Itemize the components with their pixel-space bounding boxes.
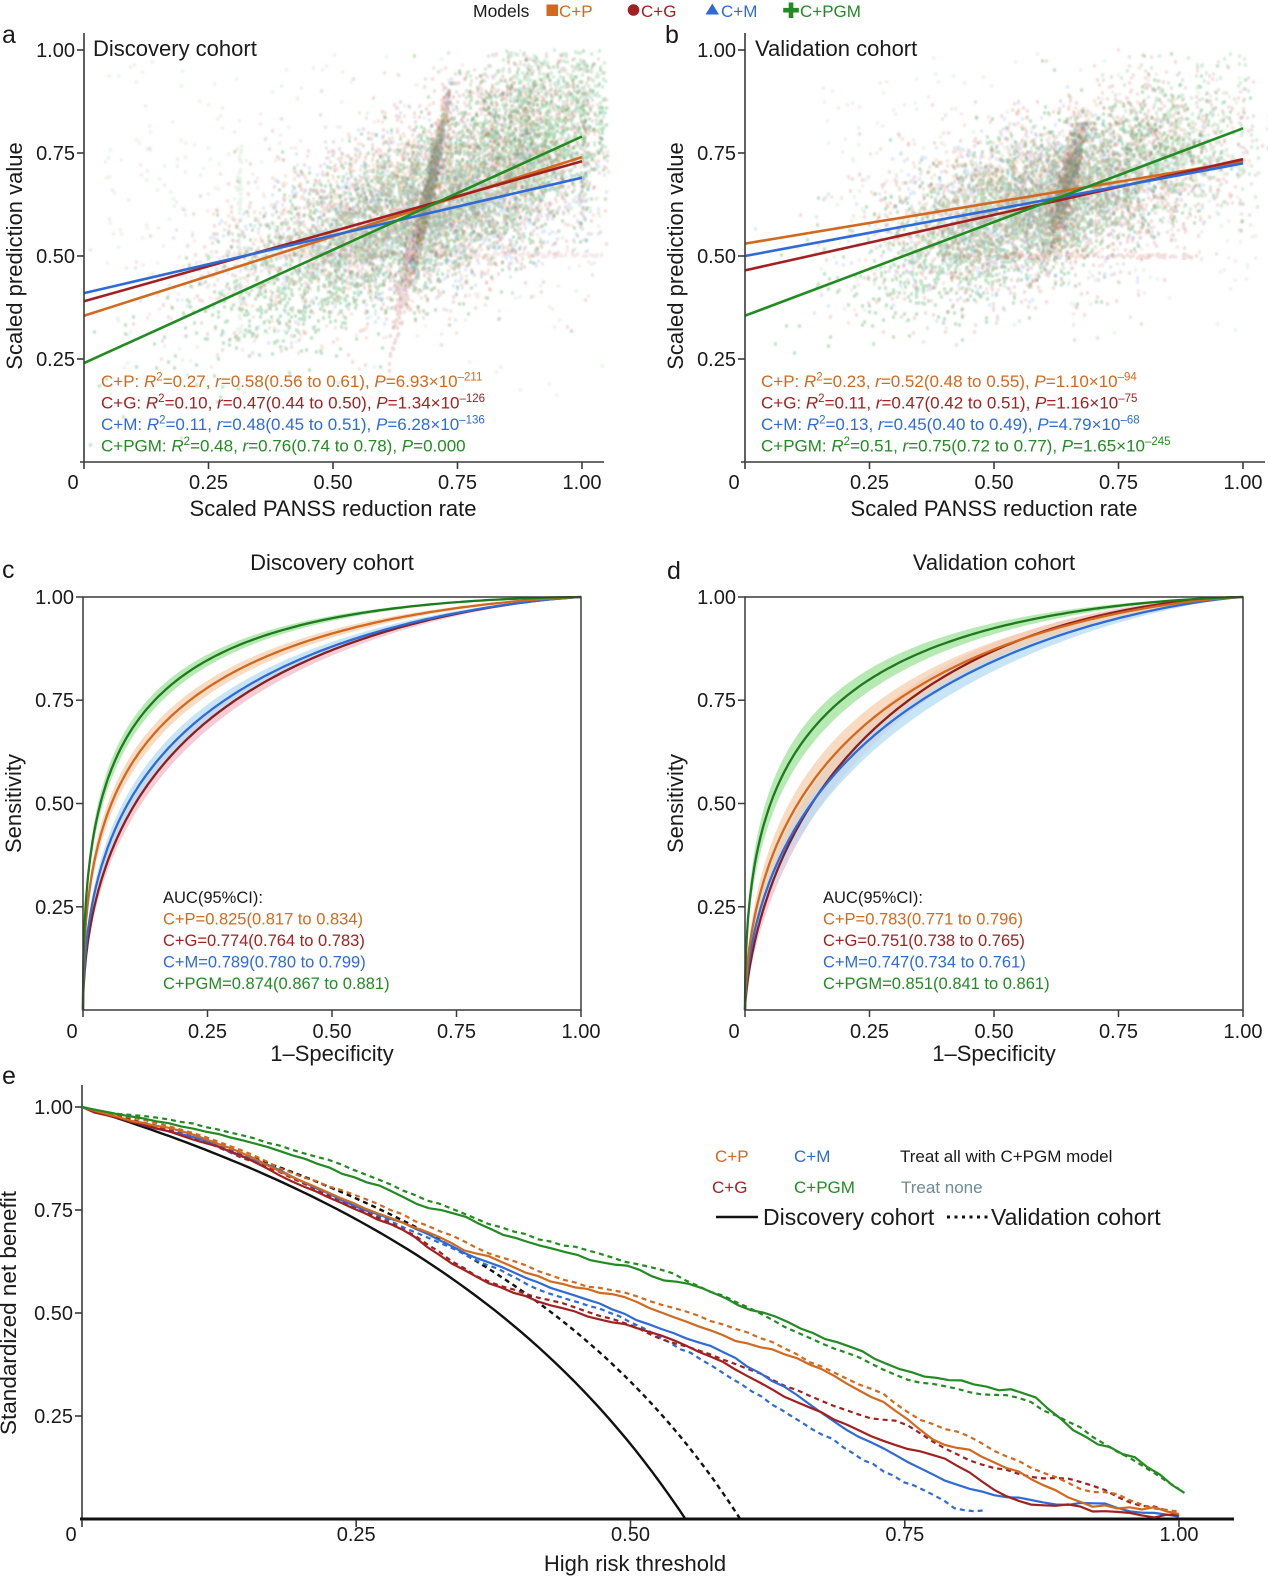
svg-text:C+G: C+G [641, 2, 676, 21]
svg-text:Sensitivity: Sensitivity [1, 754, 26, 853]
svg-text:C+G: R2=0.10, r=0.47(0.44 to 0: C+G: R2=0.10, r=0.47(0.44 to 0.50), P=1.… [101, 393, 485, 413]
svg-text:C+M: R2=0.11, r=0.48(0.45 to 0: C+M: R2=0.11, r=0.48(0.45 to 0.51), P=6.… [101, 415, 485, 435]
svg-text:a: a [2, 21, 16, 49]
svg-text:1.00: 1.00 [697, 587, 736, 609]
svg-text:C+M: C+M [721, 2, 757, 21]
svg-text:0.75: 0.75 [697, 143, 736, 165]
svg-text:0.25: 0.25 [850, 1021, 889, 1043]
svg-text:0.50: 0.50 [611, 1524, 650, 1546]
svg-text:Sensitivity: Sensitivity [663, 754, 688, 853]
svg-text:C+M: R2=0.13, r=0.45(0.40 to 0: C+M: R2=0.13, r=0.45(0.40 to 0.49), P=4.… [761, 415, 1140, 435]
svg-text:0.50: 0.50 [975, 1021, 1014, 1043]
svg-text:1.00: 1.00 [36, 40, 75, 62]
svg-text:C+PGM: R2=0.48, r=0.76(0.74 to: C+PGM: R2=0.48, r=0.76(0.74 to 0.78), P=… [101, 436, 466, 456]
svg-text:0.50: 0.50 [34, 1303, 73, 1325]
svg-text:Validation cohort: Validation cohort [991, 1204, 1161, 1230]
svg-text:d: d [667, 557, 681, 585]
svg-text:Discovery cohort: Discovery cohort [250, 550, 414, 575]
svg-text:0.50: 0.50 [314, 472, 353, 494]
svg-text:0.50: 0.50 [35, 794, 74, 816]
svg-text:0.25: 0.25 [697, 349, 736, 371]
svg-text:C+PGM: C+PGM [800, 2, 861, 21]
svg-text:0.50: 0.50 [697, 794, 736, 816]
svg-text:C+PGM: C+PGM [794, 1178, 855, 1197]
svg-text:1–Specificity: 1–Specificity [932, 1041, 1056, 1066]
svg-text:0.75: 0.75 [438, 472, 477, 494]
svg-text:0.25: 0.25 [35, 897, 74, 919]
svg-text:Scaled PANSS reduction rate: Scaled PANSS reduction rate [190, 496, 477, 521]
svg-text:Treat none: Treat none [901, 1178, 983, 1197]
svg-text:Treat all with C+PGM model: Treat all with C+PGM model [900, 1147, 1112, 1166]
svg-text:C+P: C+P [559, 2, 593, 21]
svg-text:0.50: 0.50 [36, 246, 75, 268]
svg-text:0: 0 [66, 1021, 77, 1043]
svg-text:0.75: 0.75 [437, 1021, 476, 1043]
svg-text:Validation cohort: Validation cohort [755, 36, 917, 61]
svg-text:High risk threshold: High risk threshold [544, 1551, 726, 1576]
svg-text:1.00: 1.00 [1160, 1524, 1199, 1546]
svg-text:1.00: 1.00 [35, 587, 74, 609]
svg-text:1.00: 1.00 [1224, 472, 1263, 494]
svg-text:e: e [2, 1062, 16, 1090]
svg-text:0: 0 [728, 472, 739, 494]
svg-text:0.25: 0.25 [850, 472, 889, 494]
svg-text:1.00: 1.00 [697, 40, 736, 62]
svg-text:Discovery cohort: Discovery cohort [93, 36, 257, 61]
svg-text:0.75: 0.75 [697, 690, 736, 712]
svg-text:0.25: 0.25 [188, 1021, 227, 1043]
svg-text:C+PGM: R2=0.51, r=0.75(0.72 to: C+PGM: R2=0.51, r=0.75(0.72 to 0.77), P=… [761, 436, 1171, 456]
svg-text:0.25: 0.25 [189, 472, 228, 494]
svg-text:0.75: 0.75 [34, 1200, 73, 1222]
svg-text:Models: Models [473, 1, 530, 21]
svg-text:AUC(95%CI):: AUC(95%CI): [823, 889, 923, 907]
svg-text:C+PGM=0.874(0.867 to 0.881): C+PGM=0.874(0.867 to 0.881) [163, 975, 390, 993]
svg-text:Standardized net benefit: Standardized net benefit [0, 1190, 21, 1435]
svg-text:0: 0 [728, 1021, 739, 1043]
svg-text:Validation cohort: Validation cohort [913, 550, 1075, 575]
svg-text:0.50: 0.50 [975, 472, 1014, 494]
svg-text:0.25: 0.25 [34, 1406, 73, 1428]
svg-text:1.00: 1.00 [562, 1021, 601, 1043]
svg-text:0.25: 0.25 [337, 1524, 376, 1546]
svg-text:C+P: R2=0.23, r=0.52(0.48 to 0: C+P: R2=0.23, r=0.52(0.48 to 0.55), P=1.… [761, 372, 1137, 392]
svg-text:C+M=0.789(0.780 to 0.799): C+M=0.789(0.780 to 0.799) [163, 954, 366, 972]
svg-text:0.50: 0.50 [313, 1021, 352, 1043]
svg-text:C+G=0.751(0.738 to 0.765): C+G=0.751(0.738 to 0.765) [823, 932, 1025, 950]
svg-text:0: 0 [67, 472, 78, 494]
svg-text:C+P: R2=0.27, r=0.58(0.56 to 0: C+P: R2=0.27, r=0.58(0.56 to 0.61), P=6.… [101, 372, 482, 392]
svg-text:1.00: 1.00 [563, 472, 602, 494]
svg-text:C+G: C+G [712, 1178, 747, 1197]
svg-text:Scaled prediction value: Scaled prediction value [663, 142, 688, 369]
svg-text:0.25: 0.25 [36, 349, 75, 371]
svg-text:0.75: 0.75 [1099, 1021, 1138, 1043]
svg-text:0.75: 0.75 [1099, 472, 1138, 494]
svg-text:C+M: C+M [794, 1147, 830, 1166]
svg-text:C+P=0.783(0.771 to 0.796): C+P=0.783(0.771 to 0.796) [823, 911, 1023, 929]
svg-text:0.25: 0.25 [697, 897, 736, 919]
svg-text:Discovery cohort: Discovery cohort [763, 1204, 935, 1230]
svg-text:AUC(95%CI):: AUC(95%CI): [163, 889, 263, 907]
svg-text:b: b [665, 21, 679, 49]
svg-text:0.75: 0.75 [36, 143, 75, 165]
svg-text:0.75: 0.75 [35, 690, 74, 712]
svg-text:C+P: C+P [715, 1147, 749, 1166]
svg-text:C+G=0.774(0.764 to 0.783): C+G=0.774(0.764 to 0.783) [163, 932, 365, 950]
svg-text:C+G: R2=0.11, r=0.47(0.42 to 0: C+G: R2=0.11, r=0.47(0.42 to 0.51), P=1.… [761, 393, 1137, 413]
svg-text:C+M=0.747(0.734 to 0.761): C+M=0.747(0.734 to 0.761) [823, 954, 1026, 972]
svg-text:Scaled PANSS reduction rate: Scaled PANSS reduction rate [851, 496, 1138, 521]
svg-text:1.00: 1.00 [34, 1097, 73, 1119]
svg-text:1.00: 1.00 [1224, 1021, 1263, 1043]
svg-text:Scaled prediction value: Scaled prediction value [2, 142, 27, 369]
svg-text:1–Specificity: 1–Specificity [270, 1041, 394, 1066]
svg-text:C+P=0.825(0.817 to 0.834): C+P=0.825(0.817 to 0.834) [163, 911, 363, 929]
svg-text:C+PGM=0.851(0.841 to 0.861): C+PGM=0.851(0.841 to 0.861) [823, 975, 1050, 993]
svg-text:0: 0 [65, 1524, 76, 1546]
svg-text:0.50: 0.50 [697, 246, 736, 268]
svg-text:c: c [2, 556, 15, 584]
svg-text:0.75: 0.75 [885, 1524, 924, 1546]
